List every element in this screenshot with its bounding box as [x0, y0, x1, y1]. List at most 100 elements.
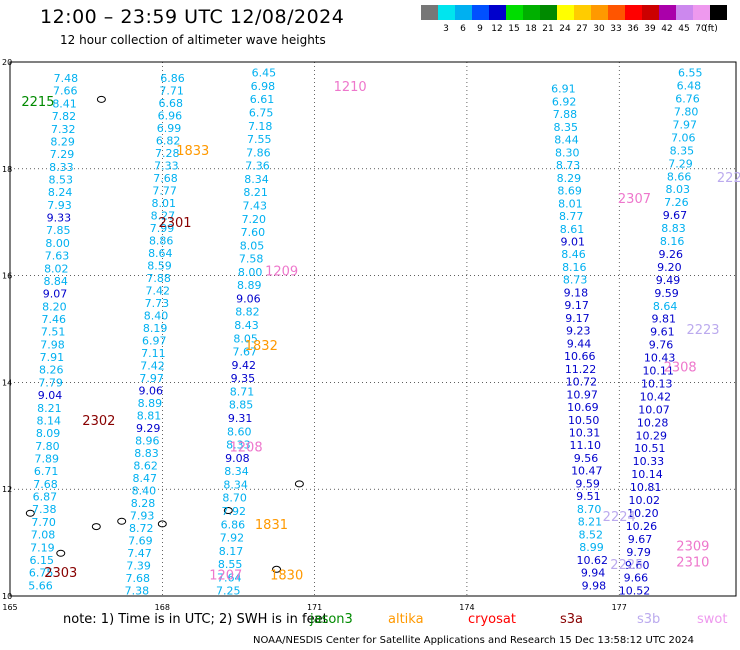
satellite-legend-item: s3a	[560, 612, 584, 627]
wave-height-value: 8.24	[48, 186, 73, 199]
wave-height-value: 7.47	[127, 547, 152, 560]
island-outline	[91, 523, 101, 531]
scale-swatch	[676, 5, 693, 20]
pass-time-label: 1207	[209, 569, 242, 584]
pass-time-label: 2225	[610, 558, 643, 573]
wave-height-value: 8.26	[39, 364, 64, 377]
wave-height-value: 9.26	[659, 248, 684, 261]
wave-height-value: 8.35	[670, 144, 695, 157]
wave-height-value: 7.88	[553, 108, 578, 121]
wave-height-value: 7.06	[671, 131, 696, 144]
satellite-legend-item: cryosat	[468, 612, 516, 627]
wave-height-value: 7.92	[220, 532, 245, 545]
wave-height-value: 9.59	[575, 477, 600, 490]
wave-height-value: 6.97	[142, 335, 167, 348]
wave-height-value: 8.83	[134, 447, 159, 460]
wave-height-value: 8.34	[223, 478, 248, 491]
wave-height-value: 8.61	[560, 223, 585, 236]
wave-height-value: 8.19	[143, 322, 168, 335]
wave-height-value: 8.17	[219, 545, 244, 558]
scale-swatch	[574, 5, 591, 20]
wave-height-value: 6.87	[33, 491, 58, 504]
pass-time-label: 2302	[82, 414, 115, 429]
wave-height-value: 8.01	[558, 197, 583, 210]
pass-time-label: 1832	[245, 339, 278, 354]
pass-time-label: 2303	[44, 566, 77, 581]
wave-height-value: 7.38	[32, 503, 57, 516]
wave-height-value: 8.28	[131, 497, 156, 510]
wave-height-value: 8.47	[132, 472, 157, 485]
satellite-legend-item: s3b	[637, 612, 661, 627]
scale-label: 45	[678, 24, 690, 34]
wave-height-value: 9.51	[576, 490, 601, 503]
wave-height-value: 9.17	[565, 312, 590, 325]
scale-label: 30	[593, 24, 605, 34]
wave-height-value: 10.51	[634, 442, 666, 455]
scale-swatch	[438, 5, 455, 20]
wave-height-value: 10.26	[626, 520, 658, 533]
scale-label: 15	[508, 24, 520, 34]
wave-height-value: 8.43	[234, 319, 259, 332]
wave-height-value: 7.67	[232, 346, 257, 359]
wave-height-value: 8.09	[36, 427, 61, 440]
wave-height-value: 6.98	[251, 80, 276, 93]
scale-unit: (ft)	[704, 24, 718, 34]
wave-height-value: 9.31	[228, 412, 253, 425]
wave-height-value: 7.08	[31, 529, 56, 542]
pass-time-label: 1210	[334, 80, 367, 95]
wave-height-value: 10.62	[577, 554, 609, 567]
satellite-legend-item: altika	[388, 612, 424, 627]
wave-height-value: 6.91	[551, 83, 576, 96]
wave-height-value: 10.33	[633, 455, 665, 468]
pass-time-label: 2301	[158, 216, 191, 231]
scale-swatch	[693, 5, 710, 20]
wave-height-value: 7.97	[139, 372, 164, 385]
wave-height-value: 8.73	[556, 159, 581, 172]
wave-height-value: 10.52	[619, 585, 651, 598]
wave-height-value: 8.52	[578, 528, 603, 541]
wave-height-value: 6.75	[249, 107, 274, 120]
scale-label: 39	[644, 24, 656, 34]
wave-height-value: 9.06	[139, 385, 164, 398]
wave-height-value: 7.33	[154, 160, 179, 173]
wave-height-value: 7.93	[47, 199, 72, 212]
wave-height-value: 10.42	[640, 390, 672, 403]
scale-label: 18	[525, 24, 537, 34]
wave-height-value: 9.29	[136, 422, 161, 435]
pass-time-label: 2215	[21, 95, 54, 110]
wave-height-value: 9.98	[582, 579, 607, 592]
wave-height-value: 8.89	[237, 279, 262, 292]
wave-height-value: 8.33	[226, 439, 251, 452]
wave-height-value: 10.50	[568, 414, 600, 427]
wave-height-value: 9.07	[43, 288, 68, 301]
wave-height-value: 8.73	[563, 274, 588, 287]
wave-height-value: 10.02	[628, 494, 660, 507]
wave-height-value: 7.42	[140, 360, 165, 373]
wave-height-value: 8.30	[555, 146, 580, 159]
lon-tick-label: 174	[459, 603, 474, 612]
lat-tick-label: 20	[2, 58, 12, 67]
wave-height-value: 8.21	[578, 516, 603, 529]
lat-tick-label: 14	[2, 378, 12, 387]
wave-height-value: 8.82	[235, 306, 260, 319]
wave-height-value: 9.01	[561, 236, 586, 249]
wave-height-value: 9.33	[47, 212, 72, 225]
wave-height-value: 8.00	[238, 266, 263, 279]
wave-height-value: 8.83	[661, 222, 686, 235]
scale-swatch	[489, 5, 506, 20]
island-outline	[117, 517, 127, 525]
wave-height-value: 10.20	[627, 507, 659, 520]
wave-height-value: 8.27	[151, 210, 176, 223]
scale-label: 12	[491, 24, 503, 34]
island-outline	[96, 95, 106, 103]
wave-height-value: 7.92	[222, 505, 247, 518]
pass-time-label: 1831	[255, 518, 288, 533]
footer-credit: NOAA/NESDIS Center for Satellite Applica…	[253, 635, 695, 646]
wave-height-value: 7.46	[42, 313, 67, 326]
wave-height-value: 9.20	[657, 261, 682, 274]
wave-height-value: 8.85	[229, 399, 254, 412]
wave-height-value: 10.66	[564, 350, 596, 363]
wave-height-value: 7.93	[130, 510, 155, 523]
wave-height-value: 7.88	[146, 272, 171, 285]
